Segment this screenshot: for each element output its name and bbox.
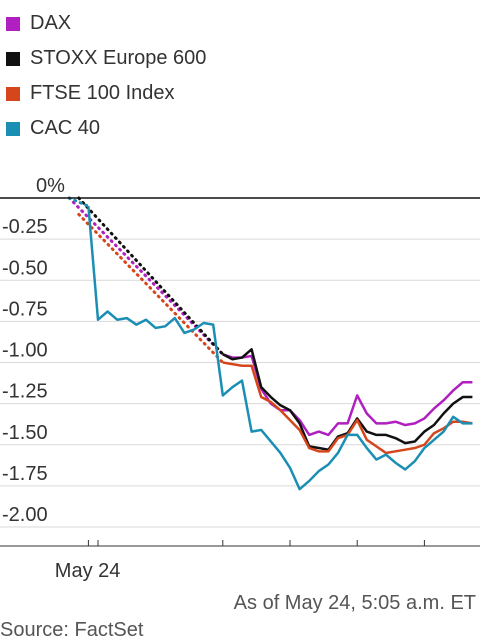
y-tick-label: -0.75	[2, 298, 48, 320]
series-line-cac-40	[87, 206, 473, 491]
timestamp-note: As of May 24, 5:05 a.m. ET	[234, 592, 476, 614]
y-tick-label: -2.00	[2, 504, 48, 526]
y-tick-label: -1.50	[2, 422, 48, 444]
series-line-dax	[222, 353, 473, 437]
series-lines	[67, 196, 473, 491]
x-axis	[0, 540, 480, 547]
series-dotted-dax	[67, 196, 225, 356]
series-dotted-ftse-100-index	[77, 212, 225, 364]
y-tick-label: 0%	[36, 175, 65, 197]
legend-label-cac-40: CAC 40	[30, 117, 101, 139]
legend-label-ftse-100: FTSE 100 Index	[30, 82, 175, 104]
legend-swatch-dax	[6, 17, 20, 31]
y-tick-label: -1.25	[2, 381, 48, 403]
gridlines	[0, 238, 480, 528]
y-tick-label: -0.25	[2, 216, 48, 238]
source-note: Source: FactSet	[0, 619, 144, 640]
legend-label-stoxx-europe-600: STOXX Europe 600	[30, 47, 207, 69]
x-axis-label: May 24	[55, 560, 121, 582]
legend-label-dax: DAX	[30, 12, 72, 34]
y-tick-label: -0.50	[2, 257, 48, 279]
y-axis-tick-labels: 0% -0.25 -0.50 -0.75 -1.00 -1.25 -1.50 -1.75 -2.…	[2, 175, 65, 526]
y-tick-label: -1.75	[2, 463, 48, 485]
legend-swatch-ftse-100	[6, 87, 20, 101]
series-dotted-cac-40	[67, 196, 90, 208]
y-tick-label: -1.00	[2, 340, 48, 362]
legend-swatch-cac-40	[6, 122, 20, 136]
legend-swatch-stoxx-europe-600	[6, 52, 20, 66]
series-dotted-stoxx-europe-600	[77, 196, 225, 356]
